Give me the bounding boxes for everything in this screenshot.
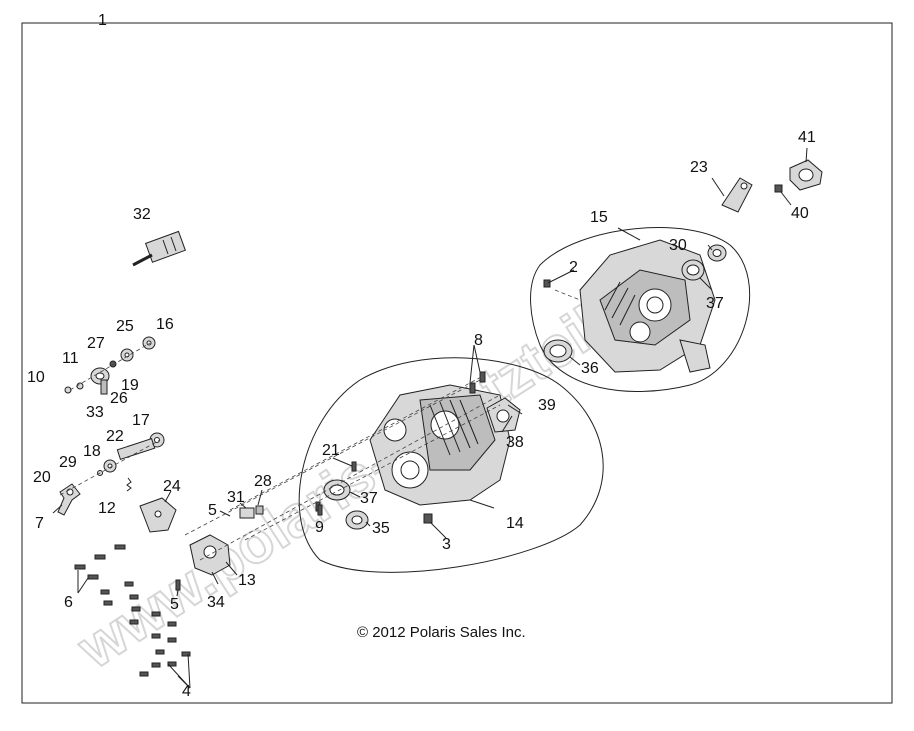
gearcase-cover xyxy=(579,239,716,373)
case-assembly-outline xyxy=(298,357,604,573)
assembly-lines xyxy=(59,289,581,561)
cover-plate-13 xyxy=(189,534,231,576)
washers-10-11-33 xyxy=(64,382,84,394)
callout-1: 1 xyxy=(98,12,107,29)
callout-10: 10 xyxy=(27,369,45,386)
leader-lines xyxy=(52,147,808,689)
callout-36: 36 xyxy=(581,360,599,377)
callout-39: 39 xyxy=(538,397,556,414)
bearing-30 xyxy=(707,244,727,262)
plug-40 xyxy=(774,184,783,193)
seal-37-left xyxy=(323,479,351,501)
sensor-31-28 xyxy=(239,505,264,519)
pin-2 xyxy=(543,279,551,288)
callout-5-upper: 5 xyxy=(208,502,217,519)
gear-16 xyxy=(142,336,156,350)
seal-35 xyxy=(345,510,369,530)
callout-15: 15 xyxy=(590,209,608,226)
callout-40: 40 xyxy=(791,205,809,222)
callout-34: 34 xyxy=(207,594,225,611)
callout-13: 13 xyxy=(238,572,256,589)
copyright-text: © 2012 Polaris Sales Inc. xyxy=(357,624,526,641)
callout-20: 20 xyxy=(33,469,51,486)
callout-14: 14 xyxy=(506,515,524,532)
part-27 xyxy=(109,360,117,368)
callout-labels: 1 32 2 15 30 37 36 23 41 40 8 39 38 21 3… xyxy=(27,12,816,700)
gearcase-housing xyxy=(369,384,511,506)
lever-18 xyxy=(103,459,117,473)
callout-4: 4 xyxy=(182,683,191,700)
callout-35: 35 xyxy=(372,520,390,537)
callout-8: 8 xyxy=(474,332,483,349)
callout-32: 32 xyxy=(133,206,151,223)
bolt-5-lower xyxy=(175,579,181,591)
bracket-23 xyxy=(721,177,753,213)
callout-41: 41 xyxy=(798,129,816,146)
callout-28: 28 xyxy=(254,473,272,490)
callout-17: 17 xyxy=(132,412,150,429)
callout-18: 18 xyxy=(83,443,101,460)
callout-16: 16 xyxy=(156,316,174,333)
callout-27: 27 xyxy=(87,335,105,352)
cover-assembly-outline xyxy=(530,227,751,393)
diagram-frame xyxy=(21,22,893,704)
callout-21: 21 xyxy=(322,442,340,459)
callout-37-left: 37 xyxy=(360,490,378,507)
callout-25: 25 xyxy=(116,318,134,335)
callout-9: 9 xyxy=(315,519,324,536)
callout-19: 19 xyxy=(121,377,139,394)
callout-23: 23 xyxy=(690,159,708,176)
callout-2: 2 xyxy=(569,259,578,276)
callout-6: 6 xyxy=(64,594,73,611)
seal-36 xyxy=(543,339,573,363)
bolts-4 xyxy=(100,581,191,677)
plug-3 xyxy=(423,513,433,524)
callout-3: 3 xyxy=(442,536,451,553)
callout-37-right: 37 xyxy=(706,295,724,312)
callout-24: 24 xyxy=(163,478,181,495)
shaft-32 xyxy=(132,230,186,267)
callout-11: 11 xyxy=(62,350,79,367)
callout-5-lower: 5 xyxy=(170,596,179,613)
callout-31: 31 xyxy=(227,489,245,506)
gear-25 xyxy=(120,348,134,362)
shift-drum-26 xyxy=(90,367,110,395)
callout-26: 26 xyxy=(110,390,128,407)
callout-30: 30 xyxy=(669,237,687,254)
coupler-41 xyxy=(789,159,823,191)
callout-22: 22 xyxy=(106,428,124,445)
spring-12 xyxy=(126,477,132,492)
callout-38: 38 xyxy=(506,434,524,451)
gasket-plate xyxy=(486,397,521,433)
shift-arm-20 xyxy=(57,483,81,516)
bolt-9 xyxy=(317,504,323,516)
bracket-24 xyxy=(139,497,177,533)
seal-37-right xyxy=(681,259,705,281)
callout-12: 12 xyxy=(98,500,116,517)
callout-33: 33 xyxy=(86,404,104,421)
callout-7: 7 xyxy=(35,515,44,532)
bolts-6 xyxy=(74,544,126,580)
callout-29: 29 xyxy=(59,454,77,471)
